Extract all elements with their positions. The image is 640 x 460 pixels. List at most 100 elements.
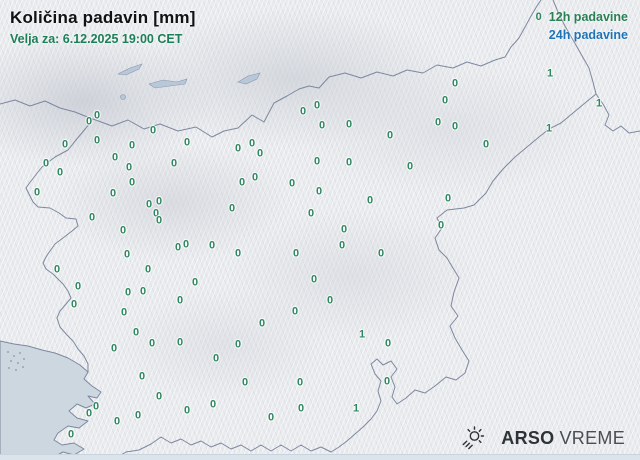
station-value: 0 [315,185,323,198]
station-value: 0 [296,376,304,389]
station-value: 0 [248,137,256,150]
station-value: 0 [451,77,459,90]
station-value: 0 [128,139,136,152]
station-value: 0 [310,273,318,286]
station-value: 0 [234,142,242,155]
station-value: 0 [67,428,75,441]
station-value: 0 [74,280,82,293]
station-value: 0 [366,194,374,207]
station-value: 0 [291,305,299,318]
station-value: 0 [183,136,191,149]
station-value: 0 [182,238,190,251]
station-value: 0 [61,138,69,151]
station-value: 0 [174,241,182,254]
station-value: 0 [183,404,191,417]
station-value: 0 [148,337,156,350]
station-value: 0 [170,157,178,170]
station-value: 1 [546,67,554,80]
lake [237,72,261,85]
station-value: 0 [110,342,118,355]
station-value: 0 [109,187,117,200]
station-value: 0 [125,161,133,174]
legend-toggle-24h[interactable]: 24h padavine [548,28,628,42]
station-value: 0 [212,352,220,365]
station-value: 0 [451,120,459,133]
station-value: 0 [377,247,385,260]
station-value: 0 [88,211,96,224]
station-value: 0 [191,276,199,289]
station-value: 0 [176,294,184,307]
station-value: 0 [406,160,414,173]
bottom-strip [0,454,640,460]
border-slovenia-italy [25,118,94,373]
station-value: 0 [176,336,184,349]
legend-sample-value: 0 [535,11,542,23]
station-value: 0 [345,156,353,169]
station-value: 0 [384,337,392,350]
legend: 0 12h padavine 24h padavine [536,8,628,44]
station-value: 0 [93,134,101,147]
station-value: 0 [113,415,121,428]
station-value: 0 [241,376,249,389]
station-value: 0 [123,248,131,261]
station-value: 0 [288,177,296,190]
station-value: 0 [297,402,305,415]
station-value: 0 [155,390,163,403]
page-title: Količina padavin [mm] [10,8,196,27]
brand-vreme-text: VREME [559,427,625,448]
station-value: 0 [326,294,334,307]
station-value: 0 [33,186,41,199]
station-value: 0 [149,124,157,137]
station-value: 0 [120,306,128,319]
station-value: 0 [234,247,242,260]
station-value: 0 [134,409,142,422]
station-value: 0 [307,207,315,220]
border-slovenia-austria [92,0,542,138]
border-italy-austria [0,99,94,120]
station-value: 0 [267,411,275,424]
border-slovenia-hungary-croatia [111,0,597,460]
station-value: 0 [299,105,307,118]
station-value: 0 [56,166,64,179]
station-value: 0 [228,202,236,215]
station-value: 0 [93,109,101,122]
station-value: 0 [92,400,100,413]
urban-area-dots [7,351,25,371]
station-value: 0 [145,198,153,211]
station-value: 0 [234,338,242,351]
station-value: 0 [383,375,391,388]
station-value: 1 [358,328,366,341]
legend-toggle-12h[interactable]: 12h padavine [548,10,628,24]
lake [120,94,126,100]
station-value: 0 [132,326,140,339]
station-value: 0 [85,115,93,128]
station-value: 1 [545,122,553,135]
station-value: 0 [152,207,160,220]
station-value: 0 [313,155,321,168]
station-value: 0 [111,151,119,164]
station-value: 0 [313,99,321,112]
station-value: 0 [70,298,78,311]
station-value: 1 [595,97,603,110]
arso-vreme-logo: ARSO VREME [461,426,625,450]
station-value: 0 [482,138,490,151]
station-value: 0 [128,176,136,189]
sun-rain-icon [462,426,485,450]
station-value: 0 [155,214,163,227]
station-value: 0 [318,119,326,132]
station-value: 0 [292,247,300,260]
station-value: 0 [258,317,266,330]
station-value: 0 [386,129,394,142]
lake [148,78,188,89]
station-value: 0 [53,263,61,276]
station-value: 0 [437,219,445,232]
lake [116,63,143,76]
station-value: 0 [444,192,452,205]
station-value: 0 [238,176,246,189]
station-value: 0 [124,286,132,299]
station-value: 0 [209,398,217,411]
station-value: 0 [155,195,163,208]
